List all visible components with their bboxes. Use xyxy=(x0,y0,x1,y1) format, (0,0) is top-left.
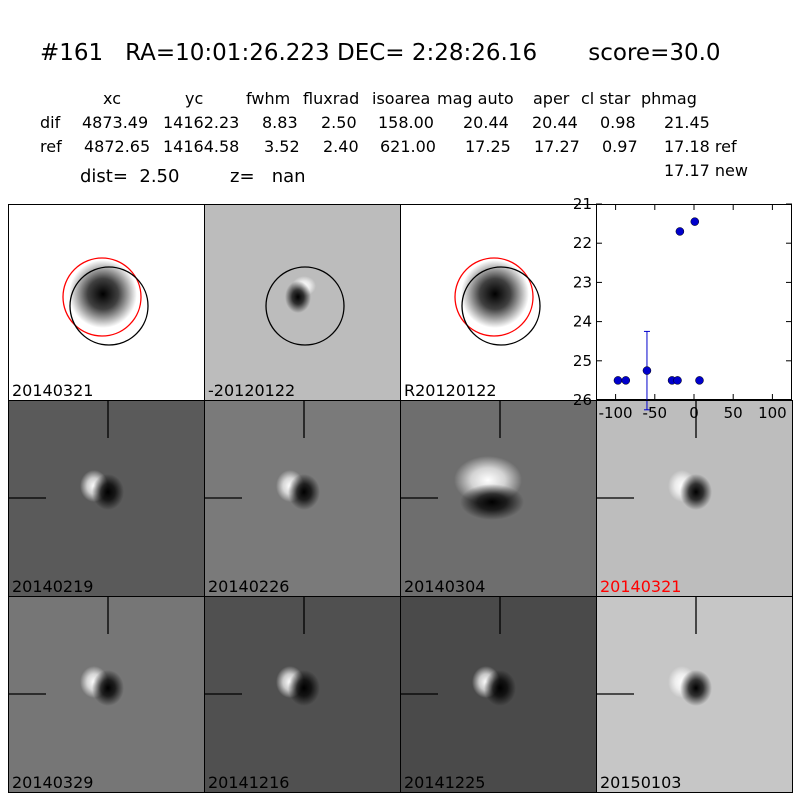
x-tick-label: -50 xyxy=(643,404,668,422)
data-point xyxy=(695,376,704,385)
ref-cl-star: 0.97 xyxy=(602,137,638,156)
cutout-panel: 20140329 xyxy=(8,596,204,792)
dif-fwhm: 8.83 xyxy=(262,113,298,132)
col-fluxrad: fluxrad xyxy=(303,89,360,108)
x-tick-label: 0 xyxy=(689,404,699,422)
ref-xc: 4872.65 xyxy=(84,137,151,156)
candidate-title: #161 RA=10:01:26.223 DEC= 2:28:26.16 sco… xyxy=(40,40,721,66)
row-dif-label: dif xyxy=(40,113,61,132)
cutout-panel: 20140321 xyxy=(596,400,792,596)
dif-isoarea: 158.00 xyxy=(378,113,434,132)
cutout-panel: 20141216 xyxy=(204,596,400,792)
col-phmag: phmag xyxy=(641,89,697,108)
data-point xyxy=(613,376,623,385)
cutout-panel: 20141225 xyxy=(400,596,596,792)
x-tick-label: 100 xyxy=(758,404,787,422)
col-isoarea: isoarea xyxy=(372,89,431,108)
y-tick-label: 22 xyxy=(573,234,592,252)
row-ref-label: ref xyxy=(40,137,62,156)
cutout-panel: -20120122 xyxy=(204,204,400,400)
cutout-image xyxy=(204,596,320,706)
new-phmag: 17.17 new xyxy=(664,161,748,180)
y-tick-label: 23 xyxy=(573,273,592,291)
cutout-image xyxy=(62,257,149,346)
ref-fwhm: 3.52 xyxy=(264,137,300,156)
cutout-date-label: 20150103 xyxy=(600,773,682,792)
cutout-date-label: 20140219 xyxy=(12,577,94,596)
data-point xyxy=(621,376,631,385)
cutout-image xyxy=(8,400,124,510)
y-tick-label: 25 xyxy=(573,352,592,370)
cutout-image xyxy=(8,596,124,706)
cutout-image xyxy=(265,266,345,346)
x-tick-label: 50 xyxy=(724,404,743,422)
y-tick-label: 26 xyxy=(573,391,592,409)
cutout-panel: R20120122 xyxy=(400,204,596,400)
chart-frame xyxy=(596,204,792,400)
cutout-image xyxy=(596,400,712,510)
dist-readout: dist= 2.50 xyxy=(80,166,180,187)
cutout-image xyxy=(204,400,320,510)
cutout-date-label: R20120122 xyxy=(404,381,497,400)
dif-cl-star: 0.98 xyxy=(600,113,636,132)
ref-aper: 17.27 xyxy=(534,137,580,156)
y-tick-label: 24 xyxy=(573,313,592,331)
cutout-date-label: -20120122 xyxy=(208,381,296,400)
dif-xc: 4873.49 xyxy=(82,113,149,132)
lightcurve-chart: 21 22 23 24 25 26 -100 -50 0 50 100 xyxy=(573,195,792,422)
col-cl-star: cl star xyxy=(581,89,631,108)
y-tick-label: 21 xyxy=(573,195,592,213)
source-blob xyxy=(461,260,529,328)
cutout-panel: 20150103 xyxy=(596,596,792,792)
cutout-date-label: 20140226 xyxy=(208,577,290,596)
dif-yc: 14162.23 xyxy=(163,113,240,132)
cutout-date-label: 20141225 xyxy=(404,773,486,792)
col-mag-auto: mag auto xyxy=(437,89,514,108)
dif-phmag: 21.45 xyxy=(664,113,710,132)
data-point xyxy=(642,366,652,375)
source-blob xyxy=(69,260,137,328)
ref-isoarea: 621.00 xyxy=(380,137,436,156)
col-yc: yc xyxy=(185,89,204,108)
data-point xyxy=(690,217,700,226)
col-xc: xc xyxy=(103,89,121,108)
cutout-panel: 20140226 xyxy=(204,400,400,596)
dif-aper: 20.44 xyxy=(532,113,578,132)
ref-mag-auto: 17.25 xyxy=(465,137,511,156)
cutout-image xyxy=(400,400,524,520)
cutout-image xyxy=(400,596,516,706)
x-tick-label: -100 xyxy=(599,404,633,422)
col-aper: aper xyxy=(533,89,570,108)
cutout-panel: 20140219 xyxy=(8,400,204,596)
data-point xyxy=(673,376,682,385)
cutout-image xyxy=(454,257,541,346)
cutout-date-label: 20140321 xyxy=(12,381,94,400)
ref-yc: 14164.58 xyxy=(163,137,240,156)
col-fwhm: fwhm xyxy=(246,89,291,108)
redshift-readout: z= nan xyxy=(230,166,306,187)
dif-mag-auto: 20.44 xyxy=(463,113,509,132)
cutout-panel: 20140304 xyxy=(400,400,596,596)
ref-fluxrad: 2.40 xyxy=(323,137,359,156)
cutout-date-label: 20140329 xyxy=(12,773,94,792)
dif-fluxrad: 2.50 xyxy=(321,113,357,132)
cutout-date-label: 20140304 xyxy=(404,577,486,596)
cutout-image xyxy=(596,596,712,706)
cutout-date-label: 20140321 xyxy=(600,577,682,596)
data-point xyxy=(675,227,685,236)
ref-phmag: 17.18 ref xyxy=(664,137,737,156)
cutout-panel: 20140321 xyxy=(8,204,204,400)
cutout-date-label: 20141216 xyxy=(208,773,290,792)
